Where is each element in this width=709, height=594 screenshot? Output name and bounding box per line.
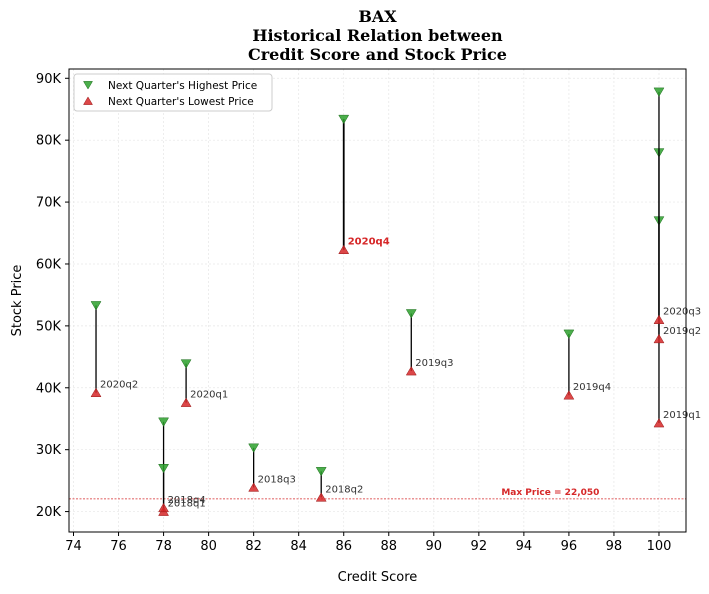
high-marker (90, 301, 102, 311)
high-marker (180, 359, 192, 369)
y-tick-label: 50K (36, 319, 62, 334)
y-tick-label: 30K (36, 443, 62, 458)
title-line: Historical Relation between (252, 26, 503, 45)
x-tick-label: 88 (380, 539, 397, 554)
point-label: 2019q2 (663, 326, 701, 337)
low-marker (158, 502, 170, 513)
high-marker (338, 114, 350, 125)
x-tick-label: 92 (471, 539, 488, 554)
data-point-2018q3: 2018q3 (248, 443, 296, 492)
x-axis-label: Credit Score (338, 570, 418, 585)
y-tick-label: 80K (36, 134, 62, 149)
point-label: 2018q1 (168, 499, 206, 510)
data-point-2019q4: 2019q4 (563, 329, 611, 400)
x-tick-label: 96 (561, 539, 578, 554)
x-tick-label: 86 (335, 539, 352, 554)
legend-box (73, 73, 273, 112)
high-marker (405, 309, 417, 319)
high-marker (653, 87, 665, 97)
point-label: 2020q3 (663, 307, 701, 318)
data-point-2018q2: 2018q2 (315, 467, 363, 502)
high-marker (158, 463, 170, 474)
point-label: 2019q1 (663, 410, 701, 421)
title-line: Credit Score and Stock Price (248, 45, 507, 64)
x-tick-label: 90 (426, 539, 443, 554)
low-marker (338, 244, 350, 254)
x-tick-label: 82 (245, 539, 262, 554)
legend-low-marker (83, 96, 93, 105)
y-tick-label: 40K (36, 381, 62, 396)
point-label: 2019q4 (573, 382, 611, 393)
y-tick-label: 20K (36, 505, 62, 520)
data-point-2019q3: 2019q3 (405, 309, 453, 376)
low-marker (653, 314, 665, 324)
data-point-2020q3: 2020q3 (653, 87, 701, 324)
data-point-2020q2: 2020q2 (90, 301, 138, 397)
y-tick-label: 70K (36, 196, 62, 211)
high-marker (158, 417, 170, 427)
low-marker (405, 366, 417, 376)
grid (69, 69, 686, 532)
legend-label-low: Next Quarter's Lowest Price (108, 96, 254, 108)
low-marker (653, 418, 665, 428)
high-marker (315, 467, 327, 477)
x-tick-label: 76 (110, 539, 127, 554)
title-line: BAX (358, 7, 397, 26)
high-marker (248, 443, 260, 453)
high-marker (563, 329, 575, 339)
legend-label-high: Next Quarter's Highest Price (108, 80, 257, 92)
x-tick-label: 94 (516, 539, 533, 554)
point-label: 2020q2 (100, 380, 138, 391)
low-marker (563, 390, 575, 400)
reference-line-group: Max Price = 22,050 (69, 488, 686, 500)
x-tick-label: 74 (65, 539, 82, 554)
legend: Next Quarter's Highest Price Next Quarter… (73, 73, 273, 112)
data-point-2020q4: 2020q4 (338, 114, 390, 254)
low-marker (90, 387, 102, 397)
data-point-2018q4: 2018q4 (158, 463, 206, 513)
y-tick-label: 60K (36, 257, 62, 272)
point-label: 2020q1 (190, 390, 228, 401)
data-marks: 2018q1 2018q2 2018q3 2018q4 2019q1 2019q2 2019… (90, 87, 701, 516)
y-tick-label: 90K (36, 72, 62, 87)
point-label: 2018q2 (325, 484, 363, 495)
y-axis-label: Stock Price (10, 265, 25, 337)
x-tick-label: 84 (290, 539, 307, 554)
data-point-2020q1: 2020q1 (180, 359, 228, 407)
point-label: 2020q4 (348, 237, 390, 248)
point-label: 2018q3 (258, 474, 296, 485)
x-axis: 74 76 78 80 82 84 86 88 90 92 94 96 98 100 (65, 532, 671, 554)
x-tick-label: 80 (200, 539, 217, 554)
x-tick-label: 78 (155, 539, 172, 554)
point-label: 2019q3 (415, 358, 453, 369)
y-axis: 20K 30K 40K 50K 60K 70K 80K 90K (36, 72, 69, 520)
x-tick-label: 100 (647, 539, 672, 554)
reference-line-label: Max Price = 22,050 (501, 488, 599, 498)
low-marker (180, 397, 192, 407)
low-marker (248, 482, 260, 492)
low-marker (315, 492, 327, 502)
low-marker (653, 333, 665, 344)
legend-high-marker (83, 81, 93, 90)
point-label: 2018q4 (168, 495, 206, 506)
plot-frame (68, 68, 687, 533)
x-tick-label: 98 (606, 539, 623, 554)
